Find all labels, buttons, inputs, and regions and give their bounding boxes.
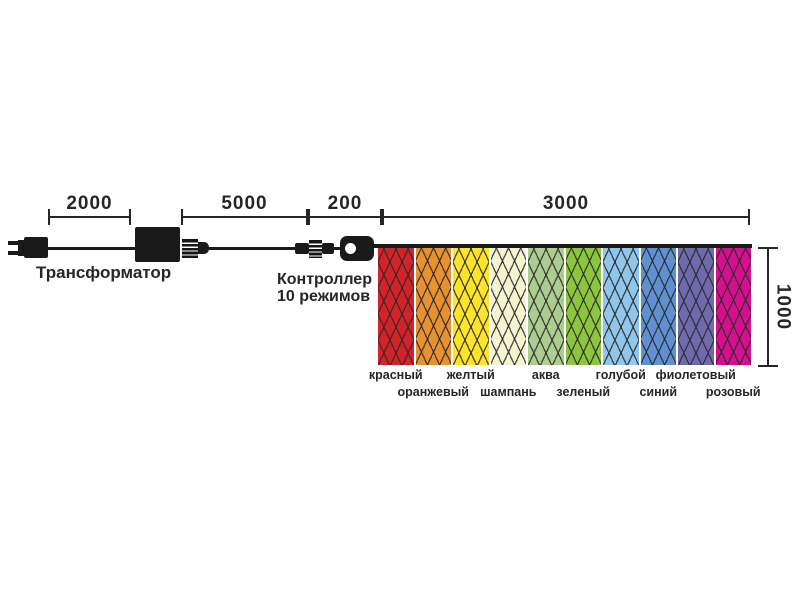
plug-body — [24, 237, 48, 258]
plug-prong-bottom — [8, 251, 22, 255]
color-label-10: розовый — [705, 385, 761, 399]
wire-plug-to-transformer — [48, 247, 135, 250]
net-band-9 — [678, 248, 714, 365]
net-band-1 — [378, 248, 414, 365]
dimension-line-200: 200 — [308, 194, 382, 225]
net-band-7 — [603, 248, 639, 365]
dimension-line-1000 — [758, 247, 778, 367]
color-label-5: аква — [531, 368, 560, 382]
net-band-4 — [490, 248, 526, 365]
color-label-9: фиолетовый — [655, 368, 736, 382]
dimension-value-3000: 3000 — [542, 193, 590, 214]
coupling-left-part — [295, 243, 309, 254]
coupling-screw-ring — [309, 240, 322, 258]
dimension-value-200: 200 — [327, 193, 363, 214]
color-label-3: желтый — [446, 368, 495, 382]
transformer-box — [135, 227, 180, 262]
dimension-line-5000: 5000 — [181, 194, 308, 225]
plug-prong-top — [8, 241, 22, 245]
coupling-right-part — [322, 243, 334, 254]
wire-connector-to-controller — [334, 247, 342, 250]
transformer-connector-cap — [198, 242, 209, 254]
dimension-line-3000: 3000 — [382, 194, 750, 225]
dimension-line-2000: 2000 — [48, 194, 131, 225]
controller-box — [340, 236, 374, 261]
color-label-8: синий — [639, 385, 678, 399]
dimension-value-1000: 1000 — [772, 283, 794, 331]
net-band-2 — [415, 248, 451, 365]
net-band-5 — [528, 248, 564, 365]
transformer-label: Трансформатор — [36, 263, 172, 282]
net — [378, 248, 751, 365]
net-top-cable — [374, 244, 752, 248]
color-label-1: красный — [368, 368, 423, 382]
transformer-screw-connector — [182, 239, 198, 258]
net-band-10 — [715, 248, 751, 365]
color-label-2: оранжевый — [397, 385, 469, 399]
controller-label-line1: Контроллер — [277, 271, 372, 288]
color-label-4: шампань — [480, 385, 537, 399]
controller-label-line2: 10 режимов — [277, 288, 371, 305]
color-label-6: зеленый — [556, 385, 611, 399]
controller-label: Контроллер 10 режимов — [277, 271, 372, 305]
net-band-8 — [640, 248, 676, 365]
color-label-7: голубой — [595, 368, 646, 382]
net-band-3 — [453, 248, 489, 365]
net-band-6 — [565, 248, 601, 365]
dimension-value-2000: 2000 — [66, 193, 113, 214]
plug-neck — [18, 240, 25, 256]
dimension-value-5000: 5000 — [221, 193, 268, 214]
wire-transformer-to-connector — [209, 247, 295, 250]
